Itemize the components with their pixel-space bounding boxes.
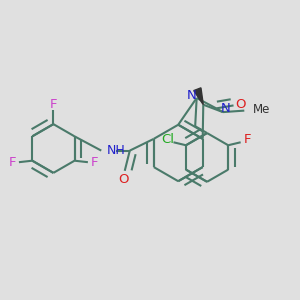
Text: F: F [91,156,98,169]
Text: F: F [244,133,251,146]
Text: NH: NH [107,144,126,157]
Text: N: N [186,89,196,102]
Text: Me: Me [253,103,271,116]
Text: F: F [50,98,57,111]
Text: F: F [9,156,16,169]
Text: O: O [118,173,128,186]
Text: N: N [221,102,231,115]
Polygon shape [194,88,203,105]
Text: O: O [235,98,245,111]
Text: Cl: Cl [161,133,174,146]
